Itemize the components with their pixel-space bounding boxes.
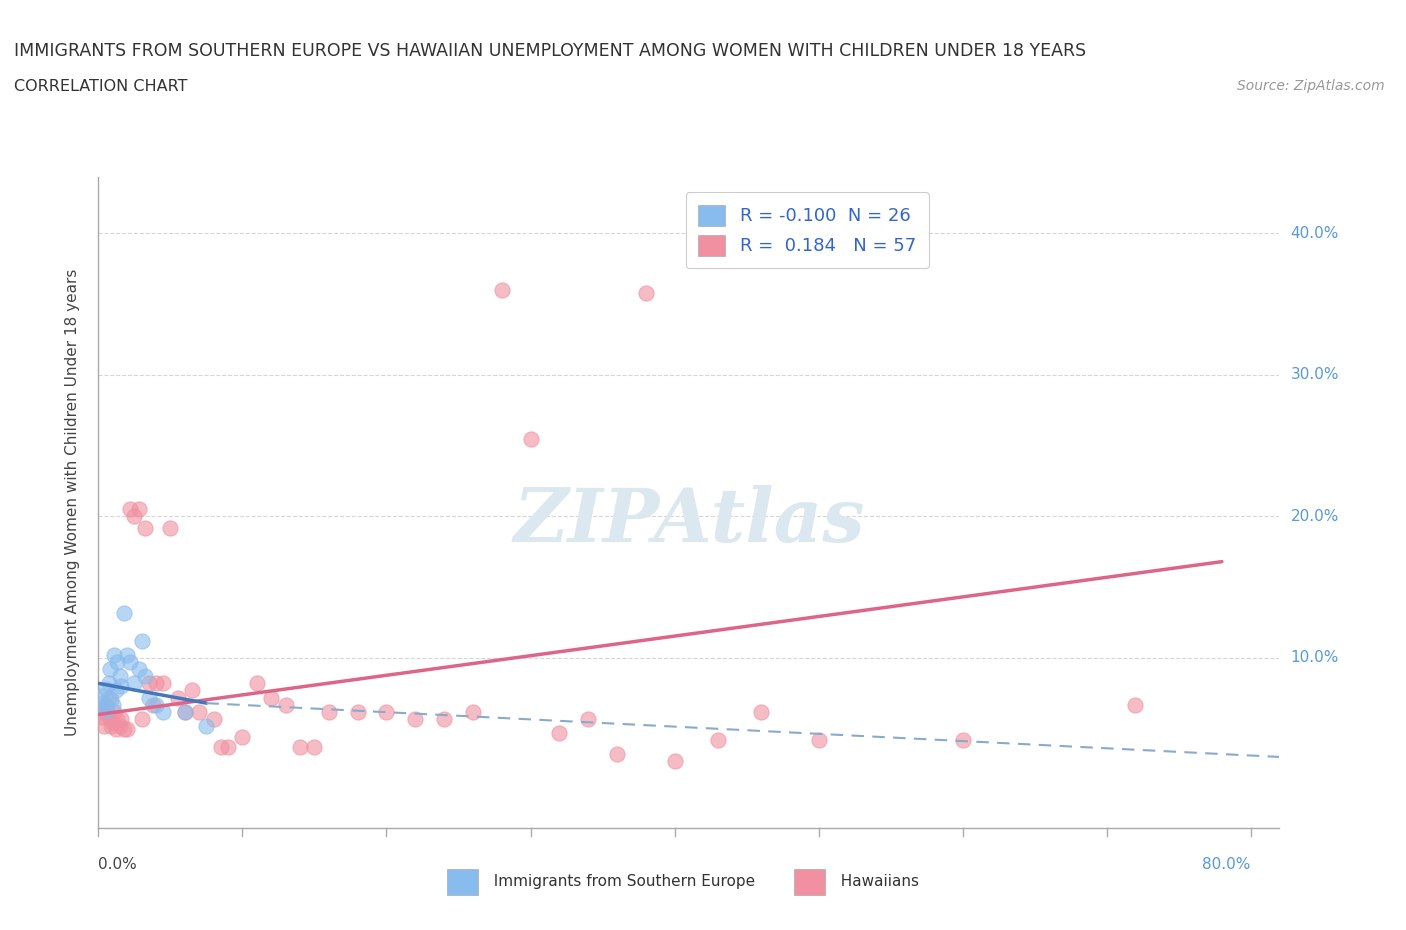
Point — [404, 711, 426, 726]
Text: ZIPAtlas: ZIPAtlas — [513, 485, 865, 558]
Point — [91, 704, 114, 719]
Point — [1125, 698, 1147, 712]
Text: Source: ZipAtlas.com: Source: ZipAtlas.com — [1237, 79, 1385, 93]
Point — [94, 682, 117, 697]
Point — [807, 733, 830, 748]
Point — [433, 711, 456, 726]
Point — [94, 698, 117, 712]
Point — [131, 711, 153, 726]
Point — [173, 704, 195, 719]
Point — [134, 669, 156, 684]
Point — [246, 676, 269, 691]
Point — [188, 704, 211, 719]
Point — [110, 711, 132, 726]
Point — [131, 633, 153, 648]
Point — [101, 698, 124, 712]
Point — [152, 704, 174, 719]
Point — [209, 739, 232, 754]
Point — [318, 704, 340, 719]
Point — [576, 711, 599, 726]
Point — [128, 662, 150, 677]
Point — [202, 711, 225, 726]
Y-axis label: Unemployment Among Women with Children Under 18 years: Unemployment Among Women with Children U… — [65, 269, 80, 736]
Point — [120, 502, 142, 517]
Bar — [794, 869, 825, 895]
Point — [159, 520, 181, 535]
Point — [138, 676, 160, 691]
Point — [112, 605, 135, 620]
Text: 80.0%: 80.0% — [1202, 857, 1251, 872]
Point — [706, 733, 728, 748]
Bar — [447, 869, 478, 895]
Point — [491, 283, 513, 298]
Point — [112, 721, 135, 736]
Point — [304, 739, 326, 754]
Text: CORRELATION CHART: CORRELATION CHART — [14, 79, 187, 94]
Point — [101, 715, 124, 730]
Point — [110, 679, 132, 694]
Point — [952, 733, 974, 748]
Point — [120, 655, 142, 670]
Point — [519, 432, 541, 446]
Point — [100, 692, 122, 707]
Point — [104, 721, 127, 736]
Point — [288, 739, 311, 754]
Point — [97, 676, 120, 691]
Point — [461, 704, 484, 719]
Point — [145, 676, 167, 691]
Point — [181, 683, 204, 698]
Point — [97, 690, 120, 705]
Legend: R = -0.100  N = 26, R =  0.184   N = 57: R = -0.100 N = 26, R = 0.184 N = 57 — [686, 193, 928, 268]
Point — [152, 676, 174, 691]
Text: 0.0%: 0.0% — [98, 857, 138, 872]
Point — [217, 739, 239, 754]
Point — [96, 703, 118, 718]
Point — [134, 520, 156, 535]
Point — [108, 669, 131, 684]
Point — [91, 696, 114, 711]
Point — [142, 698, 165, 712]
Point — [98, 662, 121, 677]
Text: Hawaiians: Hawaiians — [831, 874, 920, 889]
Point — [173, 704, 195, 719]
Point — [105, 655, 128, 670]
Point — [231, 730, 253, 745]
Point — [108, 718, 131, 733]
Point — [103, 704, 125, 719]
Text: 10.0%: 10.0% — [1291, 650, 1339, 665]
Point — [606, 747, 628, 762]
Point — [93, 718, 115, 733]
Text: 20.0%: 20.0% — [1291, 509, 1339, 524]
Point — [90, 688, 112, 703]
Point — [103, 647, 125, 662]
Point — [124, 676, 146, 691]
Text: Immigrants from Southern Europe: Immigrants from Southern Europe — [484, 874, 755, 889]
Point — [104, 683, 127, 698]
Point — [115, 721, 138, 736]
Point — [749, 704, 772, 719]
Text: 40.0%: 40.0% — [1291, 226, 1339, 241]
Point — [128, 502, 150, 517]
Point — [105, 711, 128, 726]
Point — [138, 690, 160, 705]
Point — [664, 753, 686, 768]
Point — [90, 710, 112, 724]
Point — [166, 690, 188, 705]
Text: IMMIGRANTS FROM SOUTHERN EUROPE VS HAWAIIAN UNEMPLOYMENT AMONG WOMEN WITH CHILDR: IMMIGRANTS FROM SOUTHERN EUROPE VS HAWAI… — [14, 42, 1087, 60]
Point — [98, 711, 121, 726]
Point — [124, 509, 146, 524]
Text: 30.0%: 30.0% — [1291, 367, 1339, 382]
Point — [195, 718, 218, 733]
Point — [145, 698, 167, 712]
Point — [274, 698, 297, 712]
Point — [100, 718, 122, 733]
Point — [260, 690, 283, 705]
Point — [93, 700, 115, 715]
Point — [548, 725, 571, 740]
Point — [115, 647, 138, 662]
Point — [96, 707, 118, 722]
Point — [375, 704, 398, 719]
Point — [346, 704, 368, 719]
Point — [634, 286, 657, 300]
